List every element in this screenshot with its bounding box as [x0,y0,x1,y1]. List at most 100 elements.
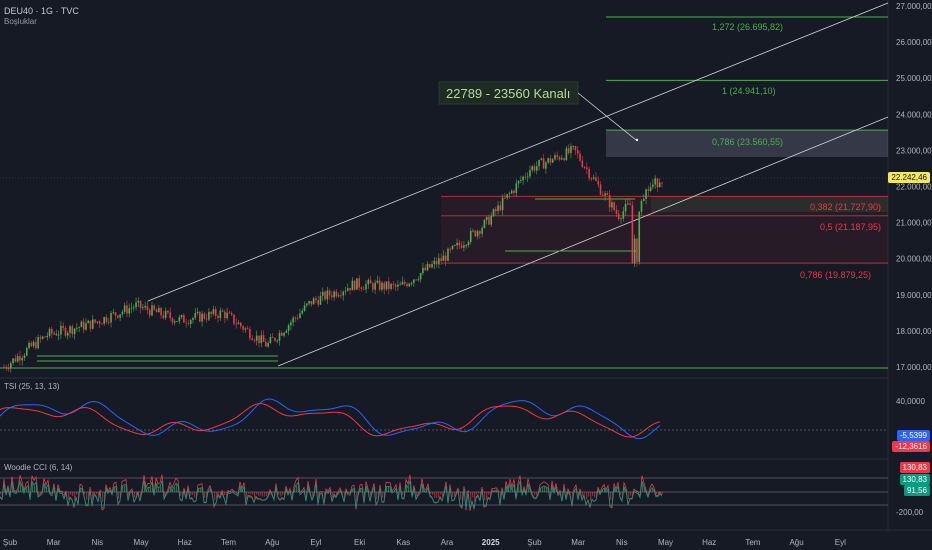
cci-histogram-bar [438,492,440,498]
price-tick: 25.000,00 [896,74,932,83]
cci-histogram-bar [436,492,438,499]
cci-histogram-bar [546,486,548,492]
candle-body [642,198,645,201]
candle-body [35,341,37,349]
cci-value-red: 130,83 [899,462,930,473]
cci-histogram-bar [366,486,368,492]
time-tick: Mar [571,538,585,547]
candle-body [105,317,108,323]
candle-body [415,279,417,281]
time-tick: Nis [92,538,104,547]
candle-body [394,284,397,287]
cci-histogram-bar [466,492,468,503]
candle-body [540,158,543,160]
cci-histogram-bar [240,486,242,492]
fib-label-1: 1 (24.941,10) [722,86,776,96]
candle-body [169,312,172,318]
cci-histogram-bar [312,492,314,497]
candle-body [620,218,622,220]
candle-body [547,158,549,163]
candle-body [239,322,242,327]
candle-body [583,166,586,168]
candle-body [53,333,55,335]
candle-body [602,194,604,196]
cci-value-green2: 91,56 [903,485,930,496]
fib-label-0382: 0,382 (21.727,90) [810,202,881,212]
cci-histogram-bar [296,485,298,492]
cci-histogram-bar [382,492,384,498]
time-tick: Şub [3,538,18,547]
candle-body [217,315,219,319]
candle-body [376,280,379,283]
price-tick: 21.000,00 [896,219,932,228]
candle-body [658,182,661,188]
candle-body [3,367,5,368]
candle-body [570,146,572,153]
cci-histogram-bar [146,489,148,492]
cci-histogram-bar [442,492,444,497]
cci-label[interactable]: Woodie CCI (6, 14) [4,463,73,472]
cci-histogram-bar [142,490,144,492]
cci-histogram-bar [440,492,442,495]
candle-body [296,317,299,319]
cci-histogram-bar [584,492,586,494]
candle-body [214,309,217,316]
candle-body [408,283,411,287]
candle-body [287,325,290,331]
cci-histogram-bar [254,492,256,498]
candle-body [346,288,349,291]
cci-histogram-bar [508,490,510,492]
candle-body [506,194,508,198]
tsi-label[interactable]: TSI (25, 13, 13) [4,382,60,391]
cci-histogram-bar [46,487,48,492]
candle-body [331,295,333,298]
candle-body [82,321,85,330]
time-tick: 2025 [482,538,500,547]
candle-body [274,337,276,341]
time-tick: Nis [616,538,628,547]
candle-body [622,211,625,219]
cci-histogram-bar [610,492,612,501]
cci-histogram-bar [532,492,534,494]
cci-histogram-bar [356,492,358,502]
cci-histogram-bar [510,484,512,492]
cci-histogram-bar [294,488,296,492]
candle-body [219,310,222,319]
candle-body [117,315,119,318]
candle-body [581,160,584,167]
candle-body [14,358,17,362]
candle-body [615,210,618,214]
candle-body [301,310,304,314]
candle-body [19,356,21,361]
candle-body [73,328,76,335]
candle-body [155,309,158,313]
candle-body [561,158,563,160]
candle-body [385,281,388,290]
cci-histogram-bar [128,492,130,497]
cci-histogram-bar [402,492,404,496]
candle-body [479,231,481,234]
candle-body [417,279,420,281]
candle-body [153,305,156,310]
candle-body [372,283,374,290]
candle-body [433,260,436,265]
cci-histogram-bar [248,492,250,494]
cci-histogram-bar [136,492,138,496]
cci-histogram-bar [88,492,90,500]
tsi-value-red: -12,3616 [892,441,930,452]
cci-histogram-bar [266,492,268,496]
cci-histogram-bar [416,492,418,496]
cci-histogram-bar [96,492,98,494]
candle-body [246,328,249,330]
candle-body [456,242,458,246]
candle-body [48,328,51,336]
candle-body [501,197,504,211]
cci-histogram-bar [370,492,372,498]
candle-body [176,321,178,323]
cci-histogram-bar [566,492,568,497]
cci-histogram-bar [408,487,410,492]
candle-body [438,258,440,265]
candle-body [497,205,499,212]
cci-histogram-bar [586,492,588,500]
candle-body [522,176,524,181]
